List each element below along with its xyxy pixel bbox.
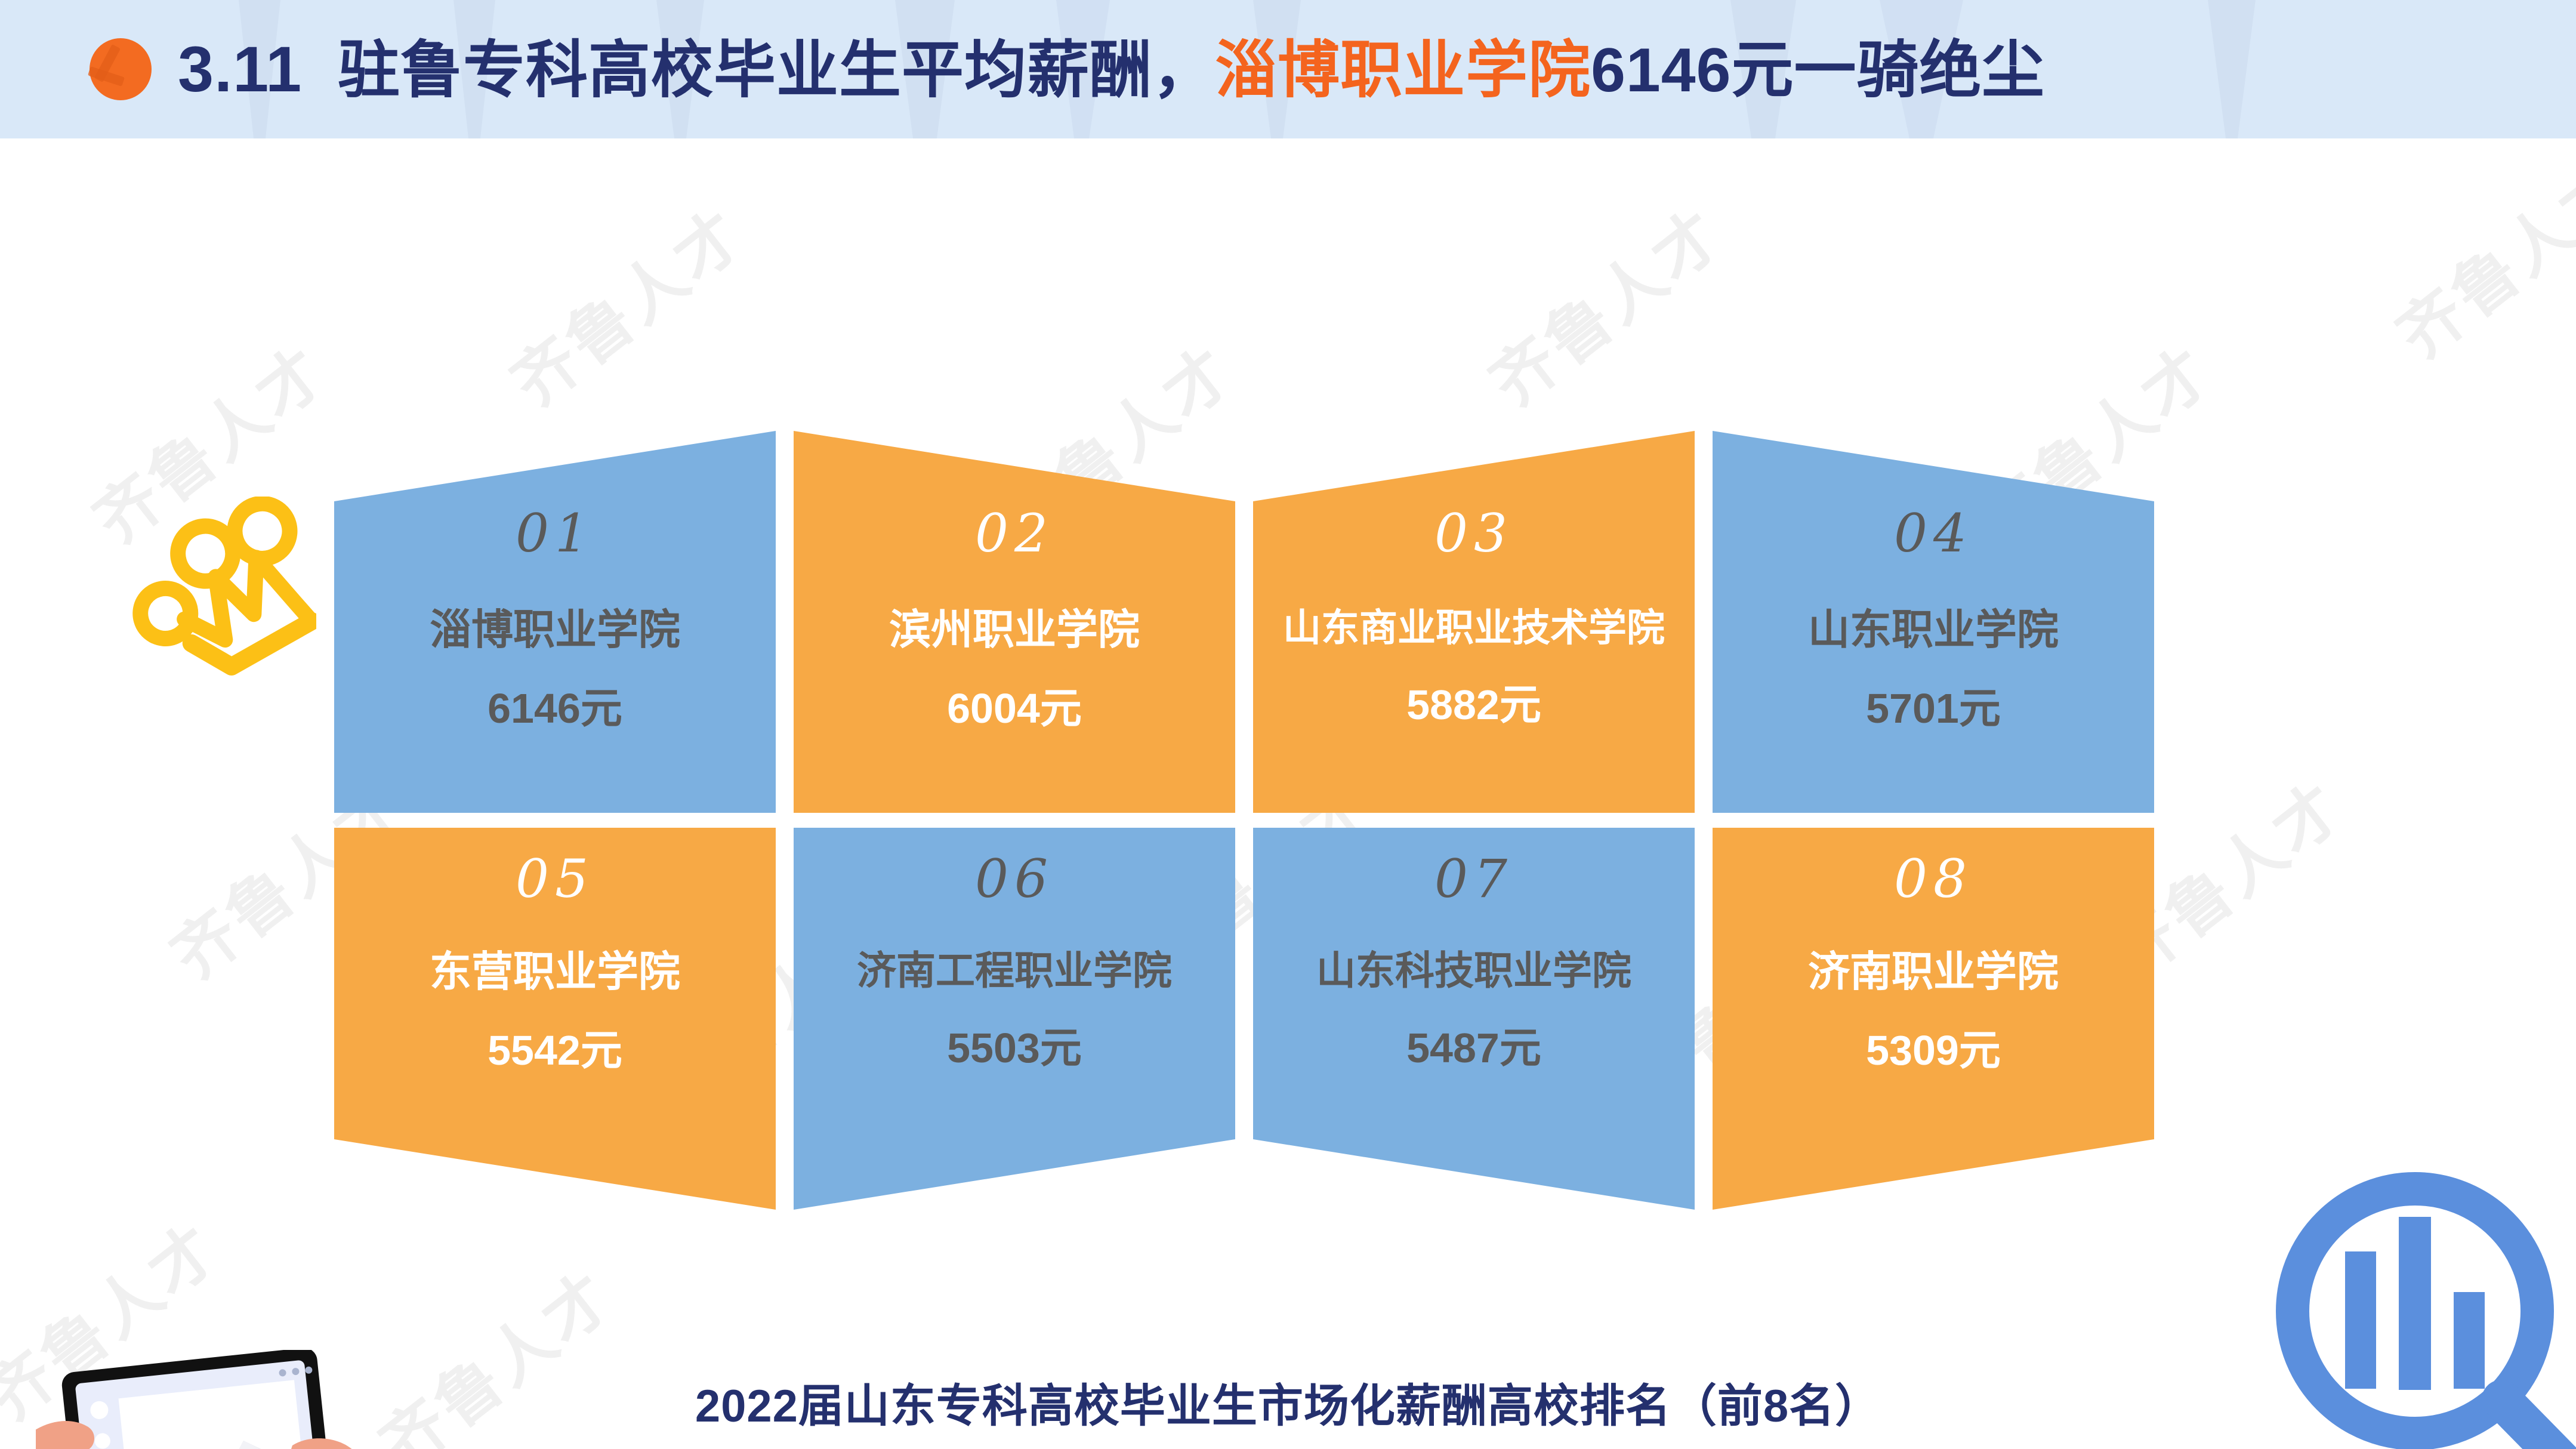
card-school-name: 滨州职业学院: [889, 606, 1140, 653]
card-shape: [1253, 431, 1695, 813]
card-rank: 05: [516, 848, 594, 910]
title-part-1: 驻鲁专科高校毕业生平均薪酬，: [338, 36, 1215, 105]
ranking-card[interactable]: 06 济南工程职业学院 5503元: [794, 828, 1235, 1210]
card-shape: [794, 828, 1235, 1210]
section-number: 3.11: [178, 33, 303, 105]
card-school-name: 济南职业学院: [1808, 948, 2059, 995]
card-rank: 02: [975, 502, 1054, 564]
card-school-name: 山东科技职业学院: [1316, 948, 1631, 992]
page-title: 3.11 驻鲁专科高校毕业生平均薪酬，淄博职业学院6146元一骑绝尘: [178, 37, 2044, 102]
header-title-row: 3.11 驻鲁专科高校毕业生平均薪酬，淄博职业学院6146元一骑绝尘: [90, 0, 2044, 138]
header-banner: 3.11 驻鲁专科高校毕业生平均薪酬，淄博职业学院6146元一骑绝尘: [0, 0, 2576, 138]
orange-circle-bullet-icon: [90, 38, 152, 100]
card-shape: [1253, 828, 1695, 1210]
card-rank: 07: [1434, 848, 1513, 910]
ranking-card[interactable]: 07 山东科技职业学院 5487元: [1253, 828, 1695, 1210]
card-shape: [1713, 828, 2154, 1210]
header-wheat-pattern: [239, 0, 2256, 138]
card-school-name: 淄博职业学院: [430, 606, 680, 653]
card-shape: [334, 431, 776, 813]
ranking-card[interactable]: 04 山东职业学院 5701元: [1713, 431, 2154, 813]
watermark-text: 齐鲁人才: [2384, 148, 2576, 373]
card-shape: [334, 828, 776, 1210]
main-stage: 齐鲁人才 齐鲁人才 齐鲁人才 齐鲁人才 齐鲁人才 齐鲁人才 齐鲁人才 齐鲁人才 …: [0, 138, 2576, 1449]
ranking-card-grid: 01 淄博职业学院 6146元 02 滨州职业学院 6004元 03 山东商业职…: [334, 431, 2154, 1210]
card-school-name: 东营职业学院: [430, 948, 680, 995]
card-rank: 04: [1894, 502, 1973, 564]
ranking-card[interactable]: 08 济南职业学院 5309元: [1713, 828, 2154, 1210]
ranking-card[interactable]: 03 山东商业职业技术学院 5882元: [1253, 431, 1695, 813]
card-rank: 06: [975, 848, 1054, 910]
card-salary: 6146元: [488, 685, 622, 732]
card-salary: 5542元: [488, 1027, 622, 1074]
ranking-card[interactable]: 02 滨州职业学院 6004元: [794, 431, 1235, 813]
card-school-name: 济南工程职业学院: [857, 948, 1172, 992]
crown-icon: [132, 497, 316, 676]
card-rank: 03: [1434, 502, 1513, 564]
card-shape: [1713, 431, 2154, 813]
card-salary: 5503元: [947, 1025, 1082, 1071]
card-salary: 5309元: [1866, 1027, 2001, 1074]
title-part-2: 6146元一骑绝尘: [1591, 36, 2045, 105]
card-salary: 5701元: [1866, 685, 2001, 732]
watermark-text: 齐鲁人才: [1477, 196, 1737, 421]
title-highlight: 淄博职业学院: [1215, 36, 1591, 105]
hands-holding-tablet-illustration: [36, 1350, 352, 1449]
card-school-name: 山东商业职业技术学院: [1283, 606, 1665, 649]
card-rank: 08: [1894, 848, 1973, 910]
card-rank: 01: [516, 502, 594, 564]
watermark-text: 齐鲁人才: [499, 196, 758, 421]
card-salary: 5882元: [1406, 682, 1541, 728]
card-shape: [794, 431, 1235, 813]
ranking-card[interactable]: 01 淄博职业学院 6146元: [334, 431, 776, 813]
magnifier-bar-chart-icon: [2276, 1172, 2576, 1449]
card-salary: 5487元: [1406, 1025, 1541, 1071]
card-salary: 6004元: [947, 685, 1082, 732]
chart-caption: 2022届山东专科高校毕业生市场化薪酬高校排名（前8名）: [695, 1381, 1881, 1432]
ranking-card[interactable]: 05 东营职业学院 5542元: [334, 828, 776, 1210]
card-school-name: 山东职业学院: [1808, 606, 2059, 653]
